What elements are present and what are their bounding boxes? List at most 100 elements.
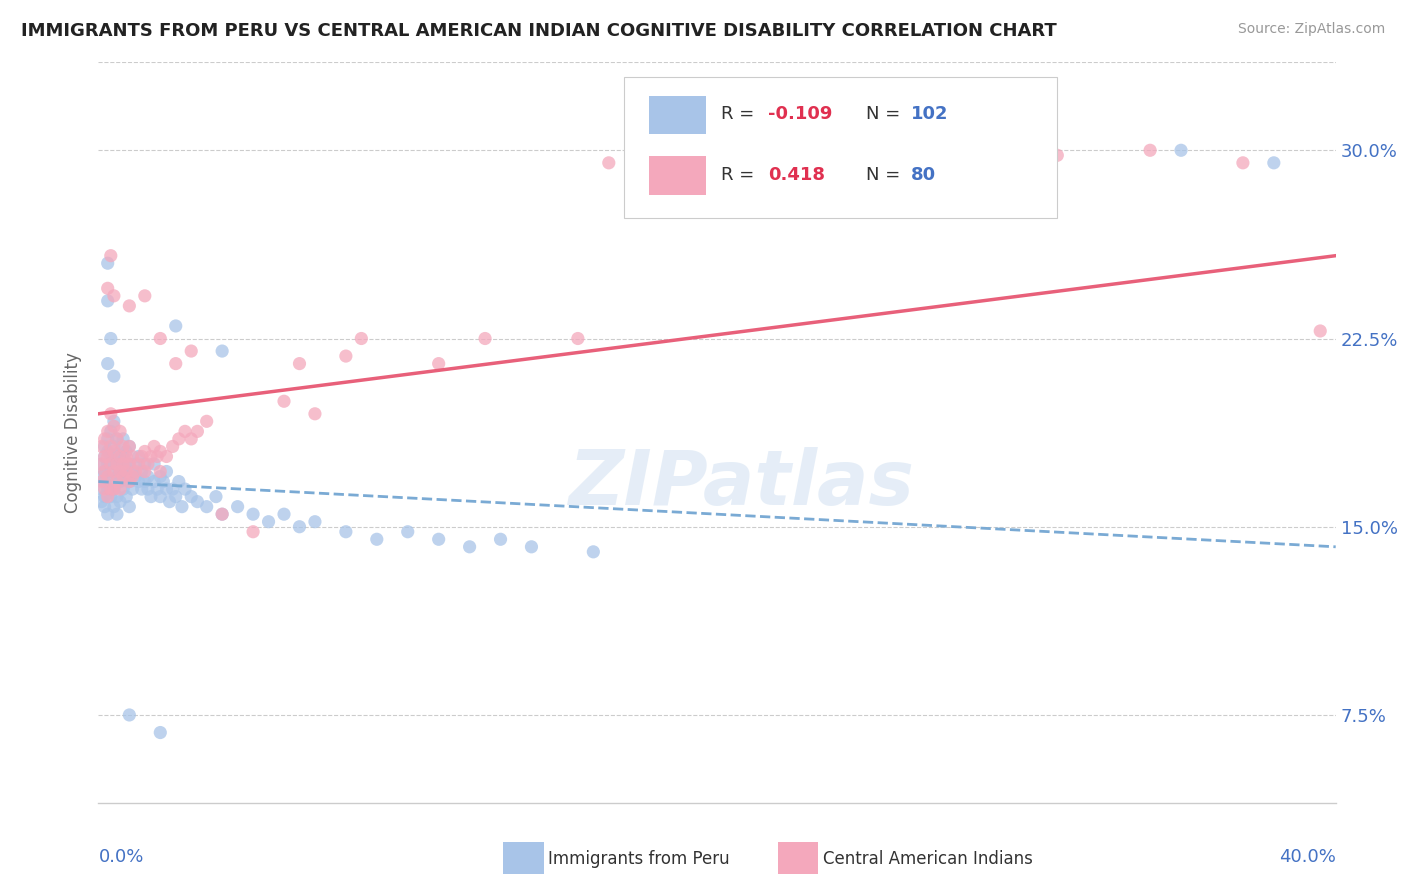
Point xyxy=(128,450,150,464)
Point xyxy=(118,439,141,453)
FancyBboxPatch shape xyxy=(624,78,1057,218)
Point xyxy=(146,482,169,496)
Point xyxy=(103,439,125,453)
Point xyxy=(93,465,115,479)
Point xyxy=(180,344,202,359)
Point xyxy=(211,507,233,521)
Point xyxy=(118,299,141,313)
Point xyxy=(97,425,120,439)
Point xyxy=(100,249,122,263)
Point xyxy=(567,331,589,345)
Text: R =: R = xyxy=(721,166,759,184)
Point xyxy=(139,450,162,464)
Point xyxy=(103,500,125,514)
Point xyxy=(105,432,128,446)
Point xyxy=(112,469,135,483)
Point xyxy=(155,450,177,464)
Point xyxy=(103,482,125,496)
Y-axis label: Cognitive Disability: Cognitive Disability xyxy=(65,352,83,513)
Point xyxy=(155,465,177,479)
Point xyxy=(118,457,141,471)
Point xyxy=(90,457,112,471)
Point xyxy=(118,439,141,453)
Point xyxy=(143,439,166,453)
Point xyxy=(396,524,419,539)
Point xyxy=(165,357,187,371)
Text: 102: 102 xyxy=(911,105,949,123)
Point xyxy=(1046,148,1069,162)
Point xyxy=(186,425,208,439)
Point xyxy=(211,507,233,521)
Point xyxy=(124,465,146,479)
Point xyxy=(205,490,228,504)
Point xyxy=(108,457,131,471)
Point xyxy=(108,475,131,489)
Point xyxy=(103,289,125,303)
Point xyxy=(105,457,128,471)
Point xyxy=(136,457,159,471)
Point xyxy=(335,349,357,363)
Point xyxy=(121,450,143,464)
Text: IMMIGRANTS FROM PERU VS CENTRAL AMERICAN INDIAN COGNITIVE DISABILITY CORRELATION: IMMIGRANTS FROM PERU VS CENTRAL AMERICAN… xyxy=(21,22,1057,40)
Point xyxy=(105,450,128,464)
Point xyxy=(108,425,131,439)
Point xyxy=(134,475,156,489)
Point xyxy=(121,482,143,496)
Point xyxy=(427,357,450,371)
Point xyxy=(90,475,112,489)
Point xyxy=(149,469,172,483)
Point xyxy=(112,450,135,464)
Point xyxy=(100,465,122,479)
Point xyxy=(131,465,153,479)
Point xyxy=(257,515,280,529)
Point xyxy=(97,281,120,295)
Point xyxy=(97,444,120,458)
Point xyxy=(100,439,122,453)
Point xyxy=(195,414,218,428)
Point xyxy=(97,507,120,521)
Text: Immigrants from Peru: Immigrants from Peru xyxy=(548,850,730,868)
Point xyxy=(139,490,162,504)
Point xyxy=(159,494,181,508)
Point xyxy=(273,394,295,409)
Point xyxy=(100,331,122,345)
Point xyxy=(149,444,172,458)
Point xyxy=(93,450,115,464)
Point xyxy=(100,482,122,496)
Point xyxy=(136,469,159,483)
Point xyxy=(97,293,120,308)
Point xyxy=(112,457,135,471)
Text: ZIPatlas: ZIPatlas xyxy=(569,448,915,522)
Point xyxy=(97,357,120,371)
Point xyxy=(143,457,166,471)
Point xyxy=(103,457,125,471)
Point xyxy=(105,469,128,483)
Point xyxy=(93,490,115,504)
Point xyxy=(100,407,122,421)
Point xyxy=(97,469,120,483)
Point xyxy=(115,444,138,458)
Point xyxy=(93,475,115,489)
Point xyxy=(489,533,512,547)
Point xyxy=(136,482,159,496)
Point xyxy=(520,540,543,554)
Point xyxy=(1309,324,1331,338)
Point xyxy=(103,419,125,434)
FancyBboxPatch shape xyxy=(650,95,706,135)
Point xyxy=(97,490,120,504)
Point xyxy=(304,407,326,421)
Point xyxy=(105,432,128,446)
Point xyxy=(366,533,388,547)
Point xyxy=(118,457,141,471)
Text: Source: ZipAtlas.com: Source: ZipAtlas.com xyxy=(1237,22,1385,37)
Point xyxy=(131,482,153,496)
Point xyxy=(458,540,481,554)
Point xyxy=(93,482,115,496)
Point xyxy=(97,256,120,270)
Point xyxy=(118,500,141,514)
Point xyxy=(97,457,120,471)
Text: Central American Indians: Central American Indians xyxy=(823,850,1032,868)
Point xyxy=(112,439,135,453)
Point xyxy=(226,500,249,514)
Point xyxy=(124,469,146,483)
